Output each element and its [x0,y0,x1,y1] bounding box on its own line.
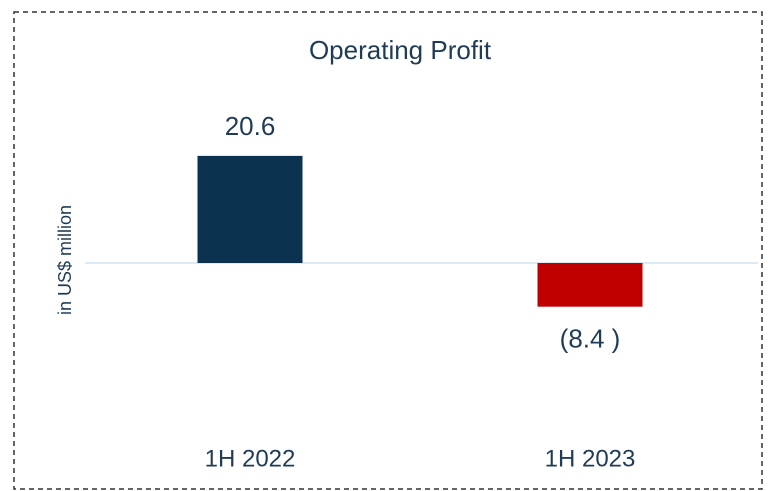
bar [537,263,643,307]
value-label: 20.6 [225,111,276,141]
y-axis-label: in US$ million [55,205,75,315]
bar [197,155,303,263]
chart-title: Operating Profit [309,35,492,65]
value-label: (8.4 ) [560,324,621,354]
x-tick-label: 1H 2022 [205,445,296,472]
frame [13,11,763,490]
x-tick-label: 1H 2023 [545,445,636,472]
